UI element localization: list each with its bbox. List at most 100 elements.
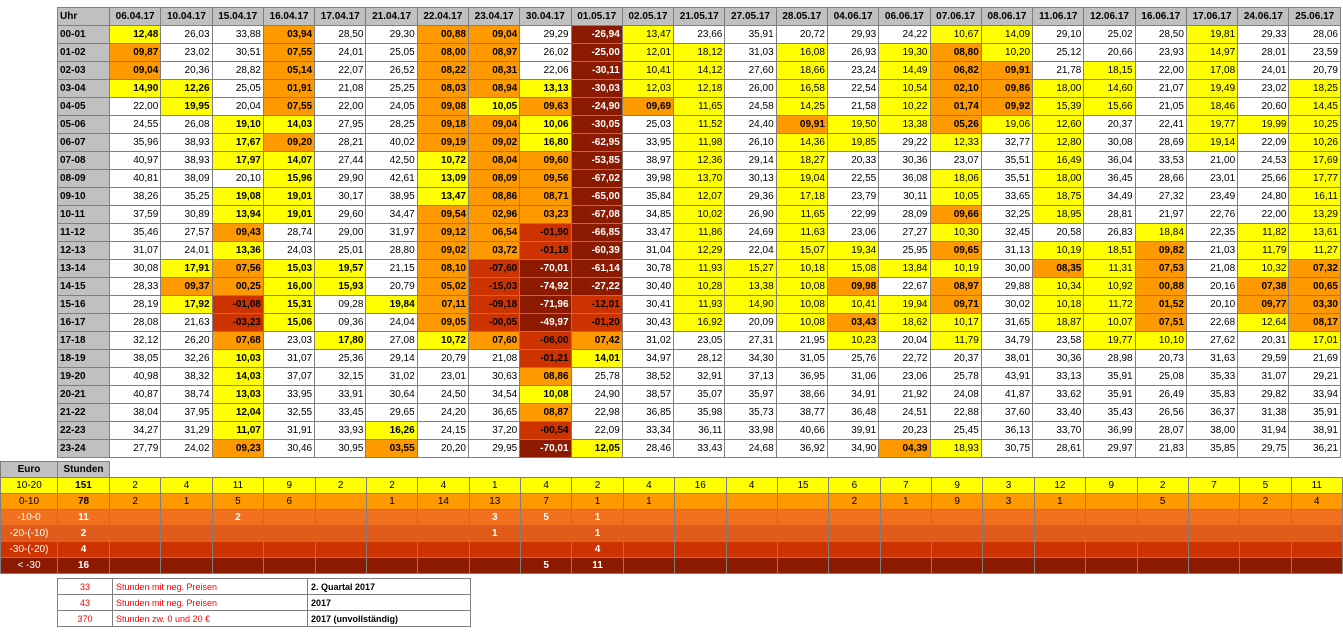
- price-cell: 29,90: [314, 169, 367, 188]
- count-cell: [1187, 493, 1241, 510]
- price-cell: 17,80: [314, 331, 367, 350]
- price-cell: 22,72: [878, 349, 931, 368]
- hour-row: 06-07 35,96 38,93 17,67 09,20 28,21 40,02 09,19…: [57, 133, 1341, 152]
- price-cell: 03,94: [262, 25, 316, 44]
- price-cell: 26,20: [160, 331, 213, 350]
- price-cell: 37,95: [160, 403, 213, 422]
- price-cell: 23,79: [826, 187, 880, 206]
- price-cell: 21,69: [1288, 349, 1341, 368]
- count-cell: [417, 557, 470, 574]
- price-cell: 36,13: [980, 421, 1034, 440]
- price-cell: 20,31: [1237, 331, 1290, 350]
- hour-label: 11-12: [57, 223, 110, 242]
- price-cell: 07,55: [262, 43, 316, 62]
- price-cell: 10,08: [775, 277, 828, 296]
- price-cell: 08,04: [467, 151, 521, 170]
- price-cell: 25,02: [1083, 25, 1136, 44]
- count-cell: 4: [519, 477, 573, 494]
- hour-row: 00-01 12,48 26,03 33,88 03,94 28,50 29,30 00,88…: [57, 25, 1341, 44]
- price-cell: 24,40: [724, 115, 777, 134]
- price-cell: 20,10: [211, 169, 264, 188]
- price-cell: 22,54: [826, 79, 880, 98]
- count-cell: [1239, 557, 1292, 574]
- price-cell: 19,34: [826, 241, 880, 260]
- price-cell: 31,38: [1237, 403, 1290, 422]
- price-cell: 22,41: [1134, 115, 1187, 134]
- price-cell: 13,38: [878, 115, 931, 134]
- hour-label: 03-04: [57, 79, 110, 98]
- price-cell: 08,09: [467, 169, 521, 188]
- count-cell: [725, 509, 778, 526]
- price-cell: 33,94: [1288, 385, 1341, 404]
- price-cell: 22,07: [314, 61, 367, 80]
- price-cell: 24,51: [878, 403, 931, 422]
- count-cell: 2: [108, 493, 162, 510]
- price-cell: 08,86: [467, 187, 521, 206]
- price-cell: 17,91: [160, 259, 213, 278]
- price-cell: 34,97: [621, 349, 675, 368]
- price-cell: 19,99: [1237, 115, 1290, 134]
- price-cell: 17,69: [1288, 151, 1341, 170]
- price-cell: 29,22: [878, 133, 931, 152]
- count-cell: [982, 541, 1035, 558]
- price-cell: 18,27: [775, 151, 828, 170]
- footnote-row: 43 Stunden mit neg. Preisen 2017: [57, 594, 471, 611]
- price-cell: 19,14: [1185, 133, 1239, 152]
- count-cell: 11: [211, 477, 265, 494]
- price-cell: 10,07: [1083, 313, 1136, 332]
- price-cell: -74,92: [519, 277, 572, 296]
- count-cell: [314, 541, 367, 558]
- price-cell: 38,26: [108, 187, 162, 206]
- hour-row: 02-03 09,04 20,36 28,82 05,14 22,07 26,52 08,22…: [57, 61, 1341, 80]
- price-cell: 07,56: [211, 259, 264, 278]
- count-cell: [1085, 509, 1138, 526]
- price-cell: 32,77: [980, 133, 1034, 152]
- price-cell: 22,76: [1185, 205, 1239, 224]
- price-cell: 30,75: [980, 439, 1034, 458]
- price-cell: 15,39: [1032, 97, 1085, 116]
- price-cell: 29,75: [1237, 439, 1290, 458]
- price-cell: 18,51: [1083, 241, 1136, 260]
- hour-label: 09-10: [57, 187, 110, 206]
- price-cell: 33,65: [980, 187, 1034, 206]
- price-cell: 28,50: [314, 25, 367, 44]
- hours-count: 11: [57, 509, 110, 526]
- price-cell: 23,59: [1288, 43, 1341, 62]
- price-cell: 22,00: [1134, 61, 1187, 80]
- price-cell: 39,98: [621, 169, 675, 188]
- price-cell: 12,07: [673, 187, 726, 206]
- price-cell: 35,33: [1185, 367, 1239, 386]
- price-cell: 24,15: [416, 421, 469, 440]
- price-cell: 37,13: [724, 367, 777, 386]
- price-cell: 33,88: [211, 25, 264, 44]
- count-cell: 12: [1033, 477, 1087, 494]
- price-cell: 23,03: [262, 331, 316, 350]
- price-cell: -24,90: [570, 97, 623, 116]
- count-cell: [674, 525, 727, 542]
- price-cell: 23,01: [416, 367, 469, 386]
- price-cell: 29,88: [980, 277, 1034, 296]
- price-cell: 36,65: [467, 403, 521, 422]
- hour-row: 18-19 38,05 32,26 10,03 31,07 25,36 29,14 20,79…: [57, 349, 1341, 368]
- price-cell: 24,08: [929, 385, 982, 404]
- price-cell: 31,02: [621, 331, 675, 350]
- count-cell: 1: [571, 493, 624, 510]
- hour-label: 13-14: [57, 259, 110, 278]
- count-cell: [776, 525, 830, 542]
- count-cell: 9: [930, 477, 984, 494]
- price-cell: 10,06: [519, 115, 572, 134]
- price-cell: 35,91: [724, 25, 777, 44]
- price-cell: 07,51: [1134, 313, 1187, 332]
- price-cell: 21,08: [467, 349, 521, 368]
- price-cell: 30,78: [621, 259, 675, 278]
- hour-label: 23-24: [57, 439, 110, 458]
- price-cell: 21,07: [1134, 79, 1187, 98]
- price-cell: 32,15: [314, 367, 367, 386]
- count-cell: [160, 541, 213, 558]
- price-cell: 03,30: [1288, 295, 1341, 314]
- price-cell: 34,91: [826, 385, 880, 404]
- hour-label: 07-08: [57, 151, 110, 170]
- price-cell: 18,62: [878, 313, 931, 332]
- price-cell: 29,95: [467, 439, 521, 458]
- count-cell: [1290, 525, 1343, 542]
